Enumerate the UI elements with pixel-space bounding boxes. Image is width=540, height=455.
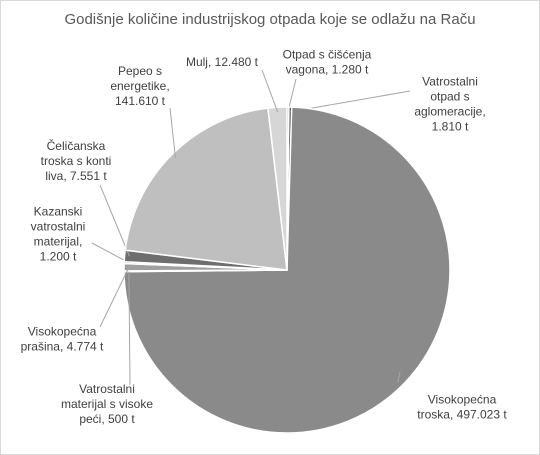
pie-slice (124, 107, 288, 271)
leader-line (91, 242, 130, 264)
data-label: Mulj, 12.480 t (186, 55, 259, 69)
data-label: Visokopećna prašina, 4.774 t (21, 325, 104, 354)
leader-line (169, 107, 176, 158)
leader-line (99, 184, 130, 257)
pie-slice (267, 106, 288, 271)
data-label: Pepeo s energetike, 141.610 t (110, 64, 169, 108)
data-label: Vatrostalni materijal s visoke peći, 500 t (61, 382, 153, 426)
leader-line (99, 267, 130, 328)
leader-line (397, 371, 401, 383)
data-label: Visokopećna troska, 497.023 t (417, 393, 507, 422)
data-label: Vatrostalni otpad s aglomeracije, 1.810 t (414, 75, 485, 134)
chart-title: Godišnje količine industrijskog otpada k… (64, 11, 475, 28)
data-label: Otpad s čišćenja vagona, 1.280 t (283, 48, 372, 77)
leader-line (128, 271, 131, 386)
data-label: Čeličanska troska s konti liva, 7.551 t (41, 138, 112, 183)
data-label: Kazanski vatrostalni materijal, 1.200 t (31, 205, 86, 264)
leader-line (261, 69, 279, 113)
